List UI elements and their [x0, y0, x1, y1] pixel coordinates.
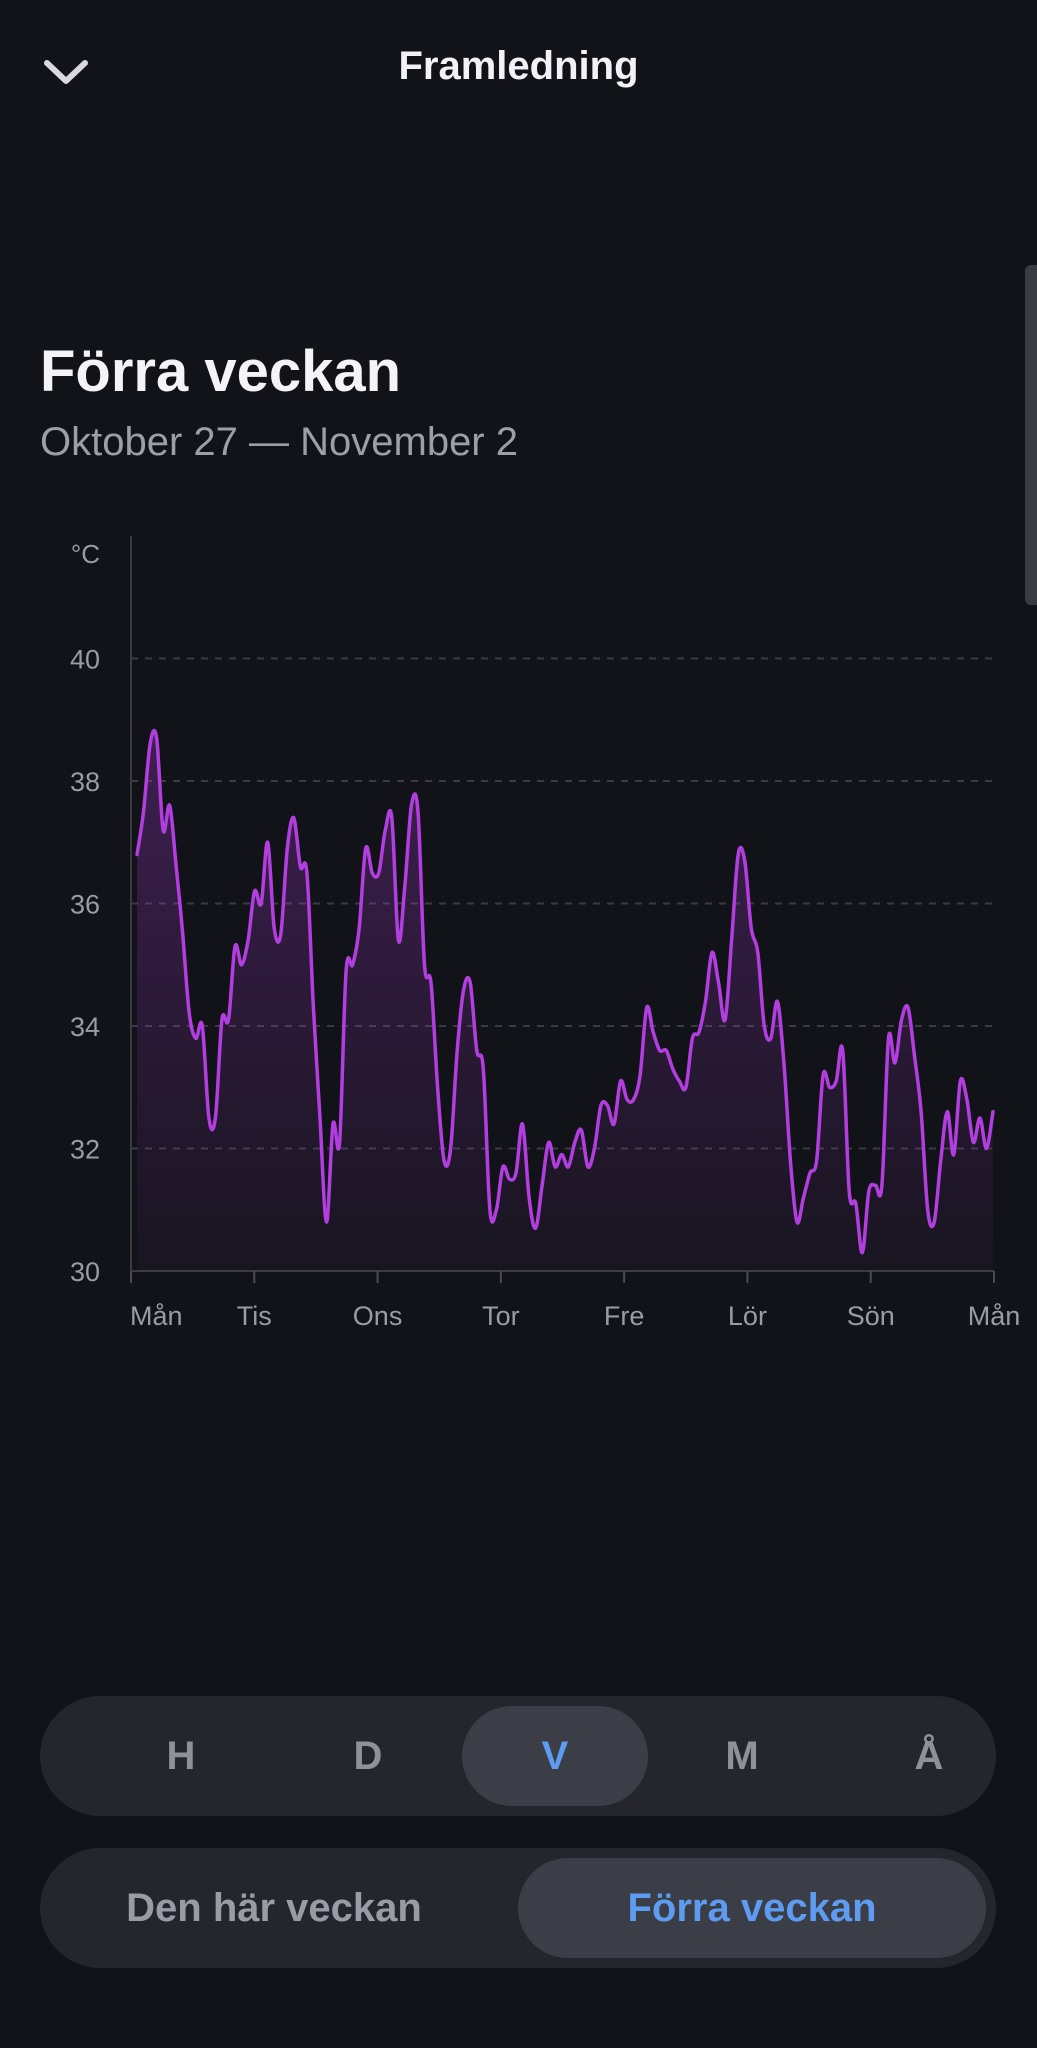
series-line	[135, 728, 995, 1255]
scrollbar-thumb[interactable]	[1025, 265, 1037, 605]
period-option-3[interactable]: M	[725, 1733, 759, 1778]
chart-svg: °C 30 32 34 36 38 40 Mån Tis Ons Tor Fre Lör Sön Mån	[70, 536, 1021, 1331]
x-tick-label: Fre	[604, 1301, 645, 1331]
x-tick-label: Ons	[353, 1301, 403, 1331]
x-tick-label: Lör	[728, 1301, 767, 1331]
chevron-down-icon	[44, 60, 88, 84]
x-tick-label: Tor	[482, 1301, 520, 1331]
y-tick-label: 34	[70, 1012, 100, 1042]
period-option-4[interactable]: Å	[914, 1733, 944, 1778]
period-option-1[interactable]: D	[353, 1733, 383, 1778]
period-option-2[interactable]: V	[462, 1706, 648, 1806]
week-selector: Den här veckan Förra veckan	[40, 1848, 996, 1968]
series-area	[137, 730, 993, 1271]
last-week-option[interactable]: Förra veckan	[518, 1858, 986, 1958]
y-tick-label: 30	[70, 1257, 100, 1287]
collapse-button[interactable]	[30, 40, 102, 104]
section-title: Förra veckan	[40, 339, 402, 404]
y-axis-unit: °C	[71, 539, 100, 569]
top-bar: Framledning	[0, 0, 1037, 140]
period-option-0[interactable]: H	[166, 1733, 196, 1778]
page-title: Framledning	[398, 44, 639, 88]
x-tick-label: Mån	[968, 1301, 1021, 1331]
x-tick-label: Tis	[237, 1301, 272, 1331]
y-tick-label: 32	[70, 1135, 100, 1165]
y-tick-label: 40	[70, 645, 100, 675]
date-range: Oktober 27 — November 2	[40, 420, 518, 464]
temperature-chart: °C 30 32 34 36 38 40 Mån Tis Ons Tor Fre Lör Sön Mån	[0, 520, 1037, 1340]
x-tick-label: Sön	[847, 1301, 895, 1331]
this-week-option[interactable]: Den här veckan	[126, 1885, 422, 1930]
y-tick-label: 38	[70, 767, 100, 797]
y-tick-label: 36	[70, 890, 100, 920]
x-tick-label: Mån	[130, 1301, 183, 1331]
